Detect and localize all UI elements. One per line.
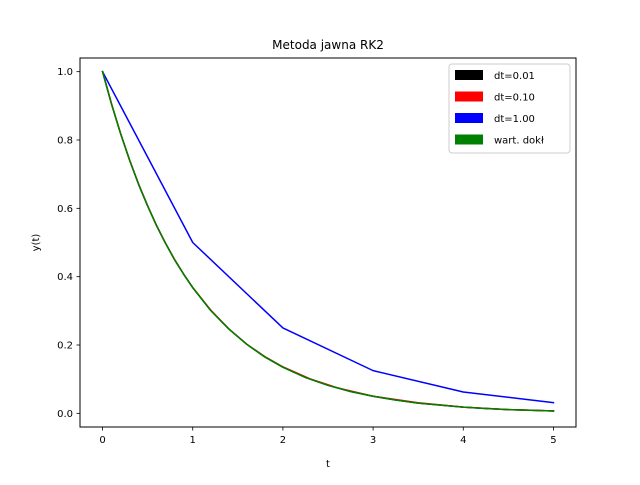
series-line-3: [101, 70, 555, 404]
legend: dt=0.01 dt=0.10 dt=1.00 wart. dokł: [448, 63, 571, 154]
ticks-layer: 0 1 2 3 4 5 0.0 0.2 0.4 0.6 0.8 1.0: [57, 67, 557, 446]
legend-box: [448, 63, 571, 154]
x-tick-label: 1: [190, 435, 196, 446]
y-axis-label: y(t): [31, 234, 42, 252]
chart-title: Metoda jawna RK2: [272, 38, 384, 52]
x-tick-label: 0: [99, 435, 105, 446]
legend-label-1: dt=0.01: [494, 71, 535, 82]
x-tick-label: 5: [550, 435, 556, 446]
legend-swatch-4: [455, 134, 483, 145]
y-tick-label: 0.4: [57, 272, 73, 283]
plot-area-frame: [79, 57, 577, 428]
x-tick-label: 2: [280, 435, 286, 446]
x-axis-label: t: [326, 459, 330, 470]
legend-swatch-2: [455, 91, 483, 102]
series-line-4: [101, 70, 555, 412]
legend-swatch-1: [455, 70, 483, 80]
x-tick-label: 3: [370, 435, 376, 446]
legend-label-2: dt=0.10: [494, 93, 535, 104]
y-tick-label: 0.0: [57, 409, 73, 420]
y-tick-label: 1.0: [57, 67, 73, 78]
legend-label-3: dt=1.00: [494, 114, 535, 125]
x-tick-label: 4: [460, 435, 466, 446]
y-tick-label: 0.2: [57, 341, 73, 352]
y-tick-label: 0.8: [57, 136, 73, 147]
legend-swatch-3: [455, 113, 483, 123]
series-layer: [101, 70, 555, 412]
legend-label-4: wart. dokł: [494, 136, 544, 147]
y-tick-label: 0.6: [57, 204, 73, 215]
